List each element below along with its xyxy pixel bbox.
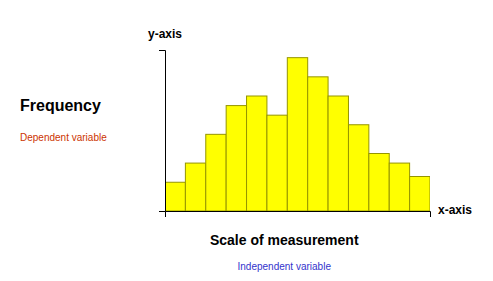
bar bbox=[348, 125, 368, 211]
bar bbox=[328, 96, 348, 211]
annotation: Dependent variable bbox=[20, 132, 107, 143]
y-axis bbox=[159, 51, 166, 212]
bars bbox=[165, 58, 430, 211]
chart: y-axis x-axis Frequency Dependent variable S… bbox=[0, 0, 493, 281]
bar bbox=[369, 154, 389, 212]
bar bbox=[267, 115, 287, 211]
bar bbox=[226, 106, 246, 211]
bar bbox=[308, 77, 328, 211]
y-axis-title: y-axis bbox=[148, 27, 182, 41]
bar bbox=[165, 182, 185, 211]
x-axis-line bbox=[166, 212, 431, 218]
bar bbox=[185, 163, 205, 211]
x-axis bbox=[166, 212, 431, 218]
y-axis-line bbox=[159, 51, 166, 212]
annotation: Independent variable bbox=[238, 261, 332, 272]
bar bbox=[389, 163, 409, 211]
annotation: Scale of measurement bbox=[210, 232, 359, 248]
bar bbox=[206, 134, 226, 211]
annotation: Frequency bbox=[20, 97, 101, 114]
x-axis-title: x-axis bbox=[438, 203, 472, 217]
bar bbox=[247, 96, 267, 211]
bar bbox=[287, 58, 307, 211]
bar bbox=[410, 177, 430, 212]
plot bbox=[159, 51, 431, 218]
